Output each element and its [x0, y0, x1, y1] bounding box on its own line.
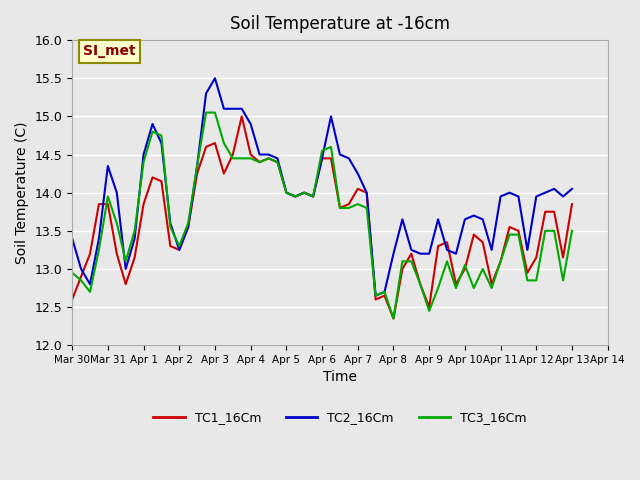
Text: SI_met: SI_met [83, 44, 136, 59]
Legend: TC1_16Cm, TC2_16Cm, TC3_16Cm: TC1_16Cm, TC2_16Cm, TC3_16Cm [148, 407, 532, 430]
Title: Soil Temperature at -16cm: Soil Temperature at -16cm [230, 15, 450, 33]
X-axis label: Time: Time [323, 371, 357, 384]
Y-axis label: Soil Temperature (C): Soil Temperature (C) [15, 121, 29, 264]
